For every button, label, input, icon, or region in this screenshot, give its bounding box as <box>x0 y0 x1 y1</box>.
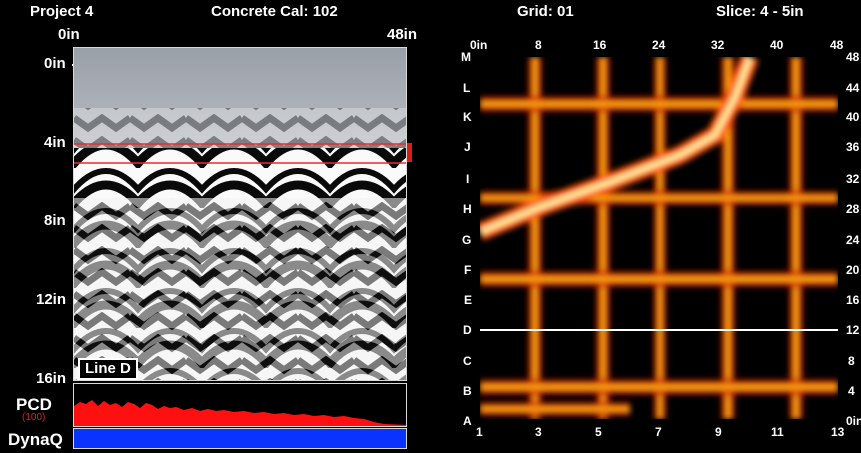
scan-end-label: 48in <box>387 26 418 43</box>
row-letter: F <box>464 263 472 277</box>
project-title: Project 4 <box>30 3 94 20</box>
slice-top-tick: 24 <box>652 38 666 52</box>
row-letter: G <box>462 233 472 247</box>
dynaq-bar <box>73 428 407 449</box>
row-letter: E <box>464 293 473 307</box>
slice-top-tick: 40 <box>770 38 784 52</box>
slice-top-tick: 48 <box>830 38 844 52</box>
slice-top-tick: 0in <box>470 38 488 52</box>
slice-right-tick: 32 <box>846 172 860 186</box>
row-letter: K <box>463 110 472 124</box>
slice-right-tick: 44 <box>846 81 860 95</box>
depth-tick: 0in <box>44 55 66 72</box>
slice-depth-label: Slice: 4 - 5in <box>716 3 804 20</box>
slice-bottom-tick: 3 <box>535 425 542 439</box>
row-letter: B <box>463 384 472 398</box>
slice-band-handle[interactable] <box>407 143 412 162</box>
slice-band[interactable] <box>74 143 407 164</box>
slice-right-tick: 4 <box>848 384 855 398</box>
pcd-signal <box>74 400 406 426</box>
slice-bottom-tick: 9 <box>715 425 722 439</box>
slice-right-tick: 28 <box>846 202 860 216</box>
slice-top-tick: 8 <box>535 38 542 52</box>
scan-start-label: 0in <box>58 26 80 43</box>
gpr-scan-image <box>74 48 407 380</box>
slice-bottom-tick: 5 <box>595 425 602 439</box>
row-letter: D <box>463 323 472 337</box>
dynaq-label: DynaQ <box>8 430 63 449</box>
slice-bottom-tick: 7 <box>655 425 662 439</box>
slice-right-tick: 8 <box>848 354 855 368</box>
slice-plan-view[interactable] <box>480 57 838 419</box>
slice-right-tick: 48 <box>846 50 860 64</box>
pcd-graph <box>73 383 407 427</box>
slice-right-tick: 0in <box>846 414 861 428</box>
rebar-heatmap <box>480 57 838 419</box>
slice-top-tick: 32 <box>711 38 725 52</box>
line-label: Line D <box>78 358 138 380</box>
depth-tick: 12in <box>36 291 67 308</box>
slice-top-tick: 16 <box>593 38 607 52</box>
slice-bottom-tick: 11 <box>771 425 784 439</box>
slice-right-tick: 36 <box>846 140 860 154</box>
depth-tick: 4in <box>44 134 66 151</box>
slice-right-tick: 20 <box>846 263 860 277</box>
row-letter: H <box>463 202 472 216</box>
depth-tick: 16in <box>36 370 67 387</box>
slice-right-tick: 24 <box>846 233 860 247</box>
slice-right-tick: 12 <box>846 323 860 337</box>
slice-bottom-tick: 1 <box>476 425 483 439</box>
depth-tick: 8in <box>44 212 66 229</box>
row-letter: J <box>464 140 471 154</box>
calibration-label: Concrete Cal: 102 <box>211 3 338 20</box>
slice-right-tick: 16 <box>846 293 860 307</box>
pcd-value: (100) <box>22 412 46 423</box>
row-letter: A <box>463 414 472 428</box>
pcd-label: PCD <box>16 395 52 414</box>
row-letter: L <box>463 81 471 95</box>
slice-right-tick: 40 <box>846 110 860 124</box>
gpr-scan-view[interactable] <box>73 47 407 381</box>
row-letter: I <box>466 172 470 186</box>
row-letter: M <box>461 50 471 64</box>
slice-bottom-tick: 13 <box>831 425 845 439</box>
row-letter: C <box>463 354 472 368</box>
grid-label: Grid: 01 <box>517 3 574 20</box>
